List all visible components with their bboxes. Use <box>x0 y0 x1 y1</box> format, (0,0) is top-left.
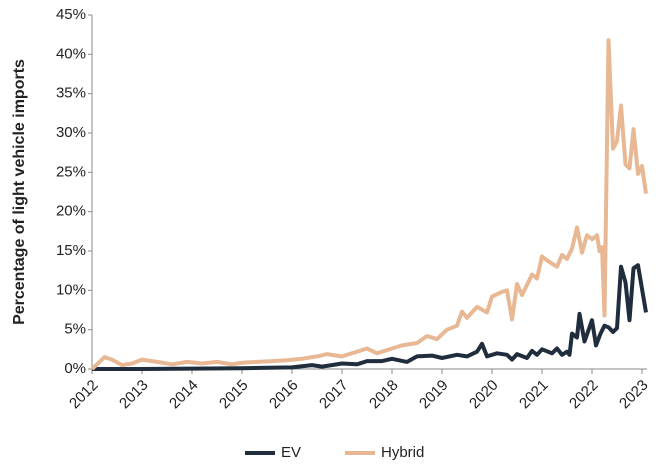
x-tick-label: 2014 <box>166 377 202 413</box>
y-tick-label: 45% <box>56 6 86 23</box>
x-tick-label: 2016 <box>266 377 302 413</box>
y-tick-label: 10% <box>56 281 86 298</box>
x-tick-label: 2015 <box>216 377 252 413</box>
y-axis-label: Percentage of light vehicle imports <box>11 59 28 325</box>
x-tick-label: 2021 <box>516 377 552 413</box>
legend-label: Hybrid <box>381 444 424 461</box>
x-tick-label: 2019 <box>416 377 452 413</box>
series-line <box>90 38 648 371</box>
x-tick-label: 2013 <box>116 377 152 413</box>
x-tick-label: 2018 <box>366 377 402 413</box>
y-tick-label: 25% <box>56 163 86 180</box>
y-tick-label: 20% <box>56 203 86 220</box>
x-tick-label: 2012 <box>66 377 102 413</box>
x-tick-label: 2017 <box>316 377 352 413</box>
legend-label: EV <box>281 444 301 461</box>
y-tick-label: 0% <box>64 360 86 377</box>
x-tick-label: 2022 <box>566 377 602 413</box>
y-tick-label: 30% <box>56 124 86 141</box>
y-tick-label: 5% <box>64 321 86 338</box>
x-tick-label: 2020 <box>466 377 502 413</box>
x-tick-label: 2023 <box>616 377 652 413</box>
y-tick-label: 35% <box>56 85 86 102</box>
series-line <box>92 263 648 371</box>
y-tick-label: 15% <box>56 242 86 259</box>
y-tick-label: 40% <box>56 45 86 62</box>
